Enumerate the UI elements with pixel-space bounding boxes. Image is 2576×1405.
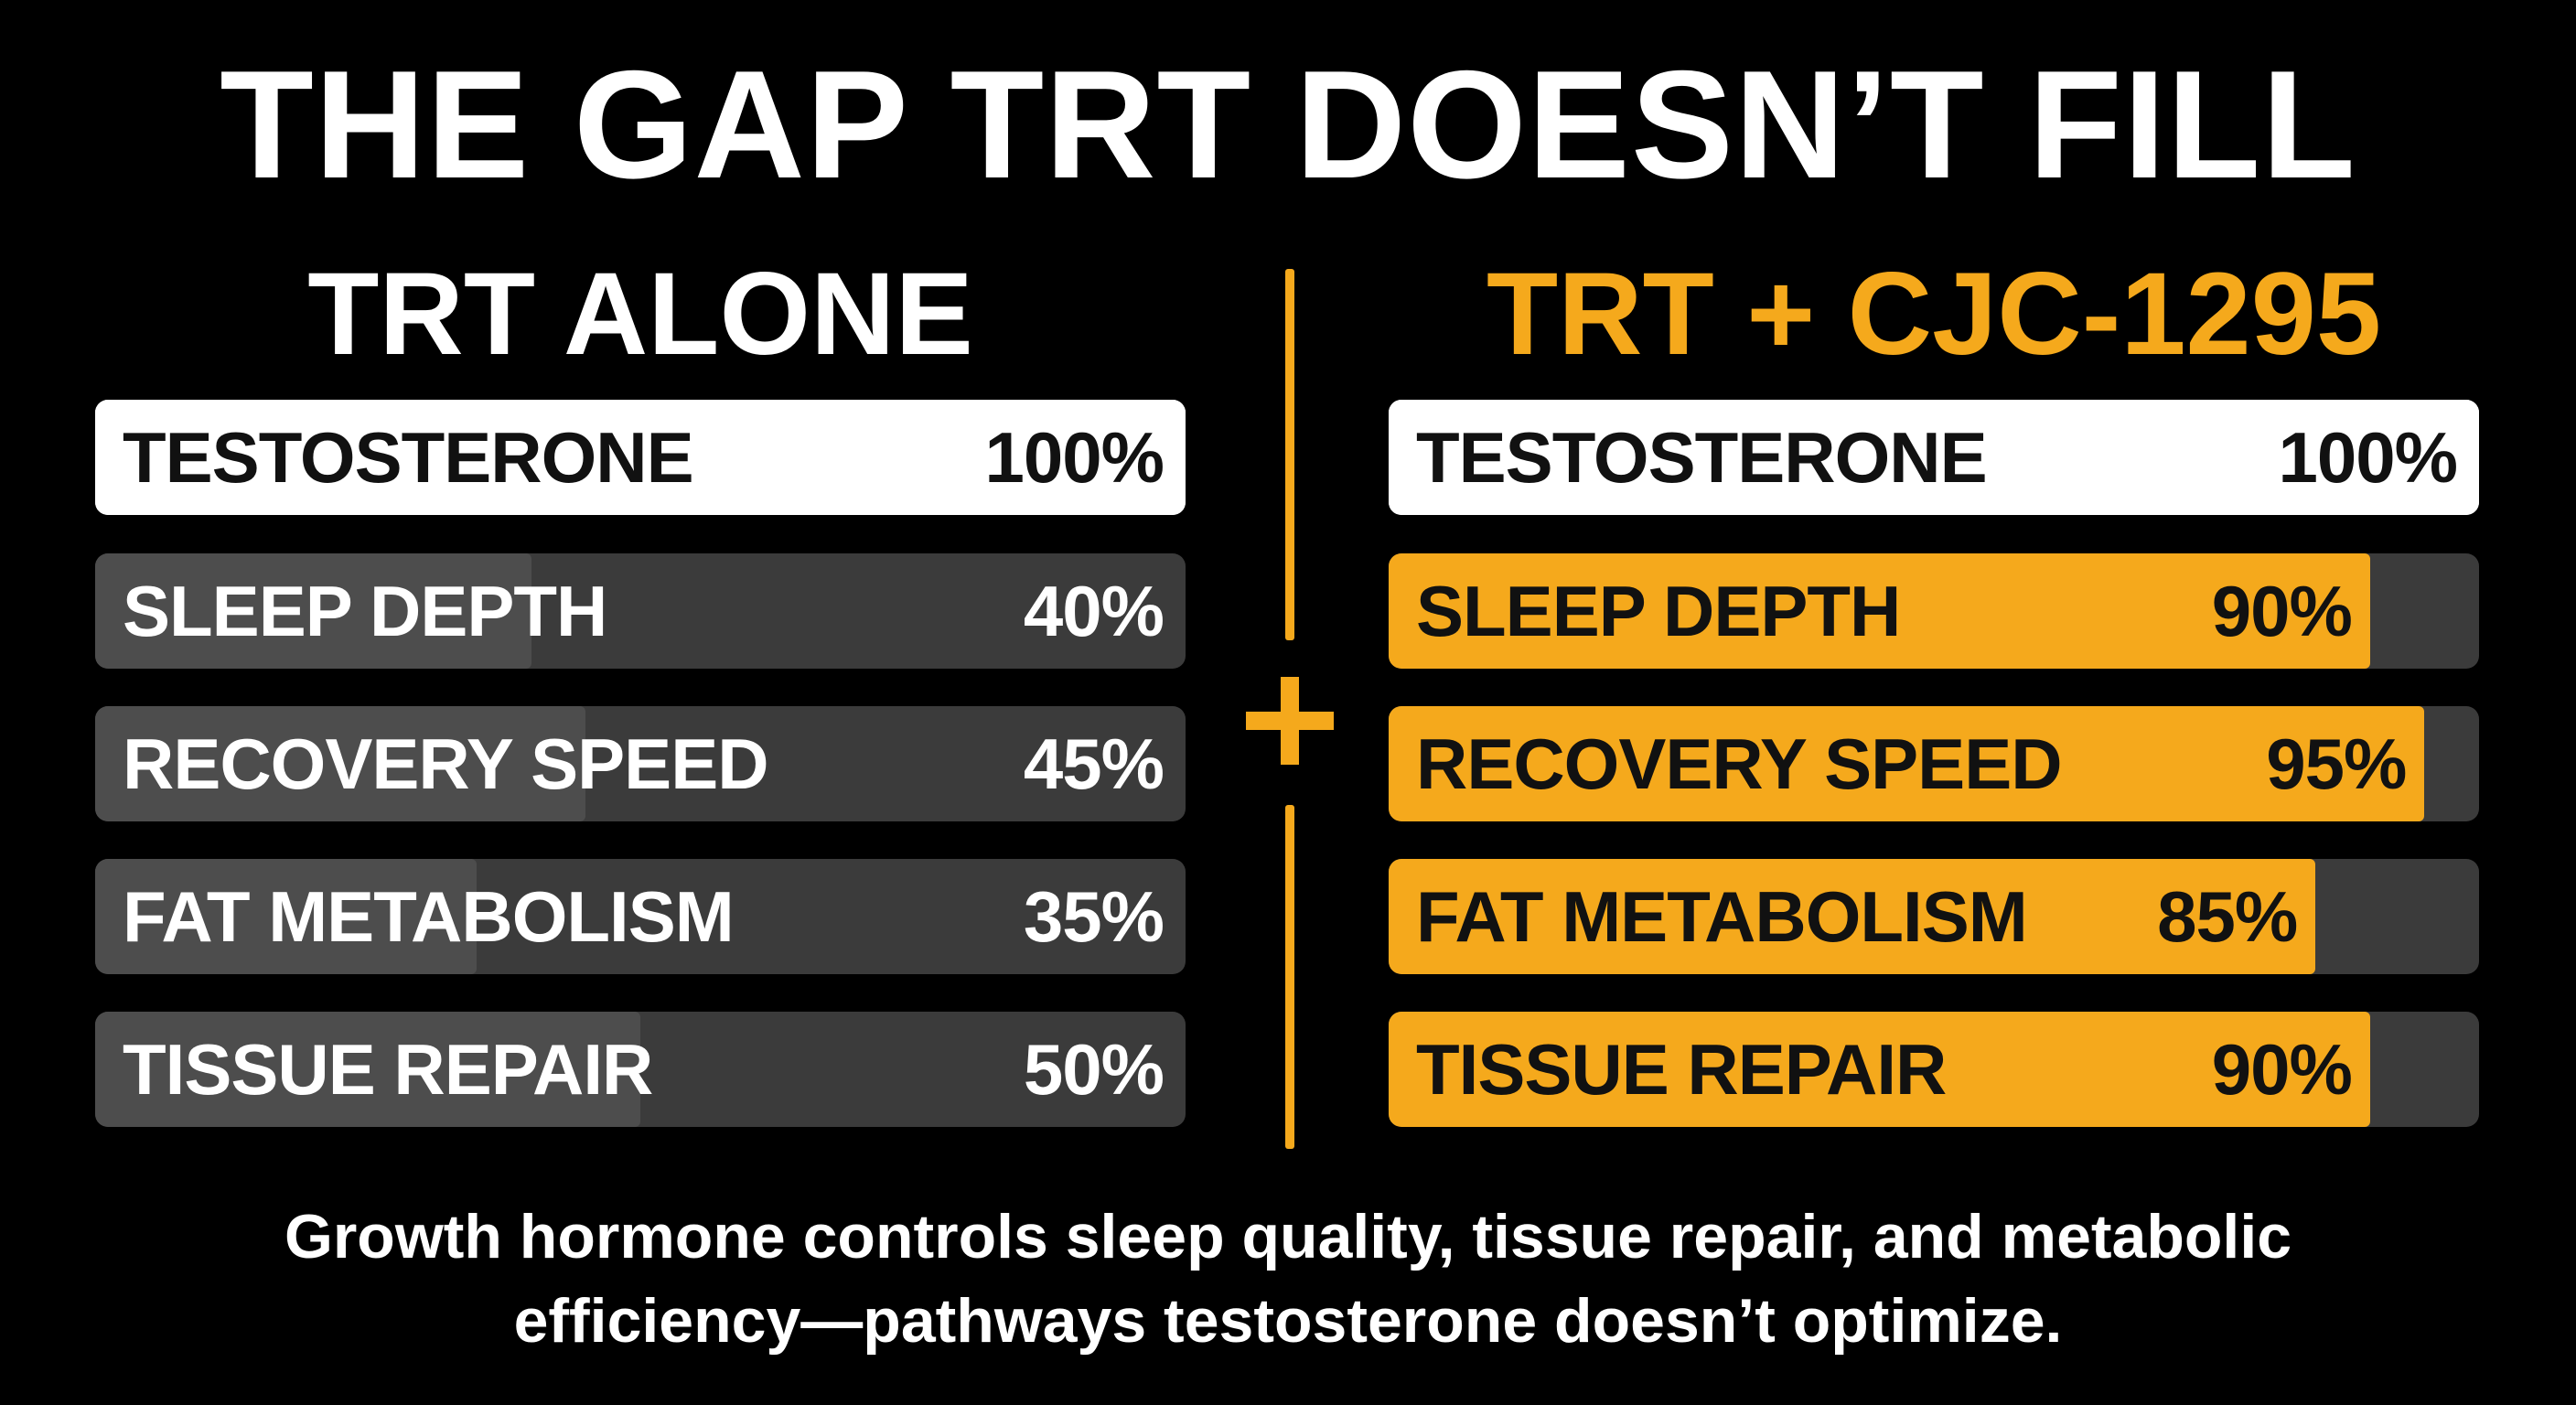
bar-label: TISSUE REPAIR [123, 1029, 653, 1110]
bar-trt-alone-fat-metabolism: FAT METABOLISM 35% [95, 859, 1186, 974]
bar-fill [95, 706, 586, 821]
right-panel-title: TRT + CJC-1295 [1486, 249, 2382, 380]
caption-line-2: efficiency—pathways testosterone doesn’t… [513, 1286, 2063, 1356]
bar-value-label: 50% [1023, 1029, 1165, 1110]
bar-fill [95, 1012, 640, 1127]
bar-label: TESTOSTERONE [1416, 417, 1988, 498]
divider-line-bottom [1285, 805, 1294, 1149]
bar-value-label: 85% [2157, 876, 2298, 957]
bar-value-label: 95% [2266, 724, 2407, 804]
bar-label: TISSUE REPAIR [1416, 1029, 1947, 1110]
bar-value-label: 35% [1023, 876, 1165, 957]
page-title: THE GAP TRT DOESN’T FILL [220, 38, 2356, 210]
bar-label: RECOVERY SPEED [123, 724, 769, 804]
bar-fill [1389, 400, 2479, 515]
bar-trt-cjc-fat-metabolism: FAT METABOLISM 85% [1389, 859, 2479, 974]
bar-label: RECOVERY SPEED [1416, 724, 2063, 804]
bar-label: FAT METABOLISM [1416, 876, 2028, 957]
divider-line-top [1285, 269, 1294, 640]
bar-trt-cjc-recovery-speed: RECOVERY SPEED 95% [1389, 706, 2479, 821]
bar-value-label: 100% [984, 417, 1165, 498]
bar-fill [1389, 1012, 2370, 1127]
bar-value-label: 100% [2278, 417, 2458, 498]
bar-value-label: 40% [1023, 571, 1165, 651]
bar-label: FAT METABOLISM [123, 876, 735, 957]
bar-trt-alone-sleep-depth: SLEEP DEPTH 40% [95, 553, 1186, 669]
bar-fill [95, 859, 478, 974]
bar-fill [1389, 859, 2316, 974]
bar-fill [95, 553, 531, 669]
bar-value-label: 90% [2211, 1029, 2353, 1110]
bar-label: SLEEP DEPTH [1416, 571, 1901, 651]
bar-fill [95, 400, 1186, 515]
left-panel-title: TRT ALONE [307, 249, 973, 380]
bar-trt-cjc-testosterone: TESTOSTERONE 100% [1389, 400, 2479, 515]
bar-trt-alone-tissue-repair: TISSUE REPAIR 50% [95, 1012, 1186, 1127]
bar-fill [1389, 706, 2425, 821]
caption: Growth hormone controls sleep quality, t… [0, 1195, 2576, 1363]
bar-value-label: 45% [1023, 724, 1165, 804]
bar-trt-alone-testosterone: TESTOSTERONE 100% [95, 400, 1186, 515]
bar-value-label: 90% [2211, 571, 2353, 651]
bar-trt-cjc-sleep-depth: SLEEP DEPTH 90% [1389, 553, 2479, 669]
caption-line-1: Growth hormone controls sleep quality, t… [284, 1202, 2292, 1271]
bar-trt-cjc-tissue-repair: TISSUE REPAIR 90% [1389, 1012, 2479, 1127]
bar-fill [1389, 553, 2370, 669]
bar-label: SLEEP DEPTH [123, 571, 607, 651]
bar-trt-alone-recovery-speed: RECOVERY SPEED 45% [95, 706, 1186, 821]
bar-label: TESTOSTERONE [123, 417, 694, 498]
plus-icon [1246, 677, 1334, 765]
